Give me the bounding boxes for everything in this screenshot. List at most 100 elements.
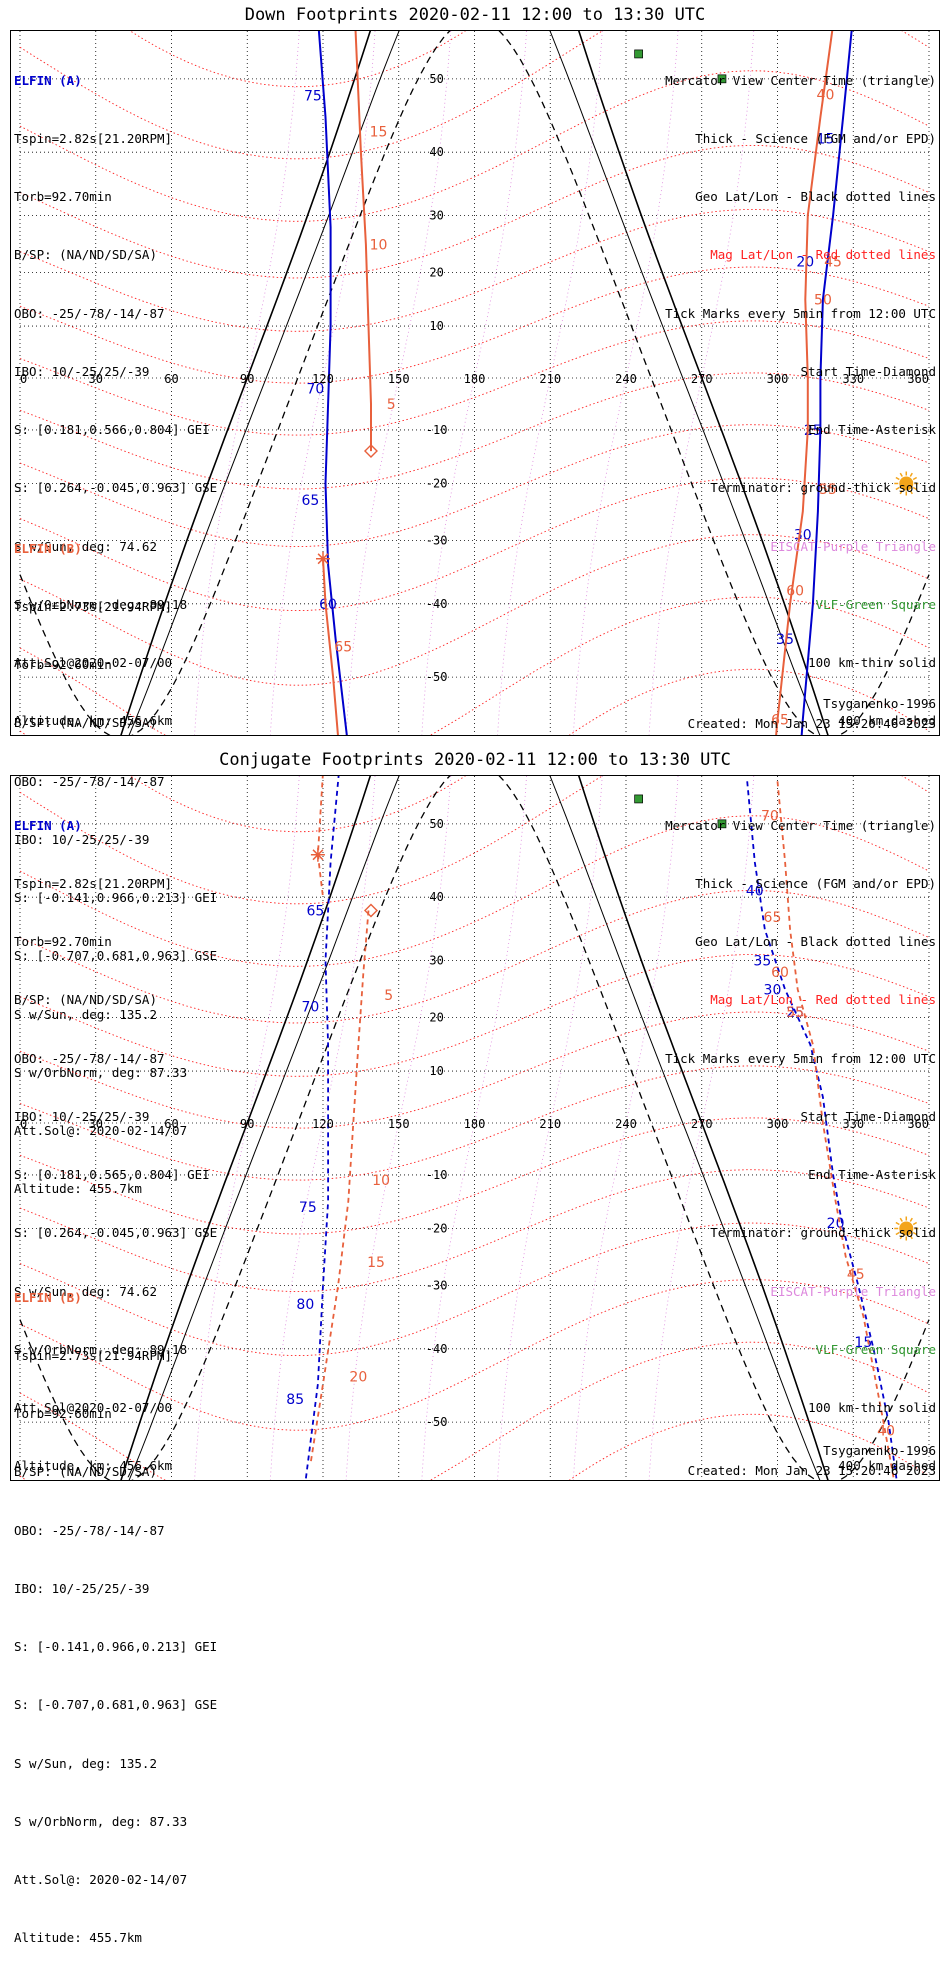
sun-ray [912,1231,918,1236]
legend-item: End Time-Asterisk [808,1167,936,1183]
legend-item: Geo Lat/Lon - Black dotted lines [695,934,936,950]
lon-tick-label: 330 [842,372,864,386]
elfin-a-label: ELFIN (A) [14,817,82,833]
lon-tick-label: 360 [907,372,929,386]
legend-item: 400 km-dashed [838,1458,936,1474]
lon-tick-label: 270 [691,1117,713,1131]
tick-label: 15 [370,124,388,140]
elfin-b-line: Tspin=2.73s[21.94RPM] [14,1348,173,1364]
footprint-track [304,776,340,1480]
lon-tick-label: 300 [767,1117,789,1131]
lat-tick-label: 50 [429,817,443,831]
lon-tick-label: 180 [464,372,486,386]
elfin-b-line: IBO: 10/-25/25/-39 [14,1580,150,1596]
tick-label: 65 [764,910,782,926]
footprint-track [800,31,853,735]
legend-item: Thick - Science (FGM and/or EPD) [695,876,936,892]
sun-ray [909,490,913,495]
vlf-site-marker [329,4,337,12]
legend: Mercator View Center Time (triangle) Thi… [665,32,936,769]
elfin-b-line: Att.Sol@: 2020-02-14/07 [14,1872,188,1887]
footprint-track [776,781,895,1480]
legend-item: Tick Marks every 5min from 12:00 UTC [665,305,936,321]
terminator-100km [128,31,821,735]
vlf-site-marker [717,819,727,829]
lat-tick-label: 10 [429,319,443,333]
end-asterisk [316,551,330,566]
lat-tick-label: 20 [429,266,443,280]
lat-tick-label: 50 [429,72,443,86]
sun-ray [895,476,900,481]
tick-label: 10 [372,1173,390,1189]
tick-label: 55 [819,482,837,498]
elfin-b-line: Torb=92.60min [14,1406,112,1422]
tick-label: 65 [334,639,352,655]
terminator-ground [120,31,829,735]
elfin-b-line: Tspin=2.73s[21.94RPM] [14,599,173,615]
legend-item: Mercator View Center Time (triangle) [665,72,936,88]
tick-label: 65 [771,713,789,729]
elfin-a-line: Torb=92.70min [14,934,112,950]
tick-label: 55 [786,1005,804,1021]
legend-item: 400 km-dashed [838,713,936,729]
legend-item: Terminator: ground-thick solid [710,1225,936,1241]
tick-label: 80 [296,1297,314,1313]
elfin-b-line: S: [-0.707,0.681,0.963] GSE [14,948,218,964]
footprint-track [309,910,370,1465]
elfin-a-info: ELFIN (A) Tspin=2.82s[21.20RPM] Torb=92.… [14,777,217,1514]
elfin-b-line: S: [-0.707,0.681,0.963] GSE [14,1697,218,1713]
conjugate-footprints-panel: Conjugate Footprints 2020-02-11 12:00 to… [0,745,950,1945]
tick-label: 70 [301,999,319,1015]
legend-item: Start Time-Diamond [800,1108,936,1124]
elfin-a-line: Altitude, km: 456.6km [14,1458,173,1474]
mag-parallel [19,1279,930,1431]
legend: Mercator View Center Time (triangle) Thi… [665,777,936,1514]
mag-parallel [19,208,930,332]
lat-tick-label: 20 [429,1011,443,1025]
elfin-a-line: S: [0.264,-0.045,0.963] GSE [14,1225,218,1241]
lon-tick-label: 60 [164,1117,178,1131]
elfin-a-line: B/SP: (NA/ND/SD/SA) [14,992,157,1008]
mag-parallel [19,953,930,1077]
vlf-site-marker [87,0,95,2]
terminator-100km [128,776,821,1480]
lat-tick-label: -50 [426,1415,448,1429]
tick-label: 20 [796,254,814,270]
map-content: 8580757065605551015202530354051015206580… [19,0,930,735]
legend-item: Mag Lat/Lon - Red dotted lines [710,992,936,1008]
lon-tick-label: 150 [388,372,410,386]
tick-label: 70 [307,381,325,397]
elfin-b-line: S w/OrbNorm, deg: 87.33 [14,1813,188,1829]
lon-tick-label: 150 [388,1117,410,1131]
tick-label: 75 [299,1200,317,1216]
elfin-a-line: S w/Sun, deg: 74.62 [14,538,157,554]
sun-ray [909,472,913,477]
legend-item: 100 km-thin solid [808,1400,936,1415]
elfin-b-line: Altitude: 455.7km [14,1930,142,1946]
tick-label: 60 [786,584,804,600]
tick-label: 15 [817,131,835,147]
lat-tick-label: -40 [426,1342,448,1356]
tick-label: 15 [367,1255,385,1271]
legend-item: Mercator View Center Time (triangle) [665,817,936,833]
vlf-site-marker [87,745,95,747]
mag-parallel [19,144,930,279]
tick-label: 35 [753,953,771,969]
vlf-site-marker [554,4,562,12]
map-frame [10,775,940,1481]
lon-tick-label: 30 [89,1117,103,1131]
tick-label: 75 [304,88,322,104]
sun-ray [899,490,903,495]
legend-item: EISCAT-Purple Triangle [770,538,936,554]
vlf-site-marker [634,49,643,59]
elfin-b-line: B/SP: (NA/ND/SD/SA) [14,715,157,731]
lat-tick-label: -10 [426,1168,448,1182]
legend-item: VLF-Green Square [815,1341,936,1357]
legend-item: Terminator: ground-thick solid [710,480,936,496]
sun-ray [899,1217,903,1222]
legend-item: Tick Marks every 5min from 12:00 UTC [665,1050,936,1066]
elfin-a-label: ELFIN (A) [14,72,82,88]
lat-tick-label: -20 [426,1221,448,1235]
elfin-b-line: S: [-0.141,0.966,0.213] GEI [14,1639,218,1655]
lon-tick-label: 240 [615,1117,637,1131]
